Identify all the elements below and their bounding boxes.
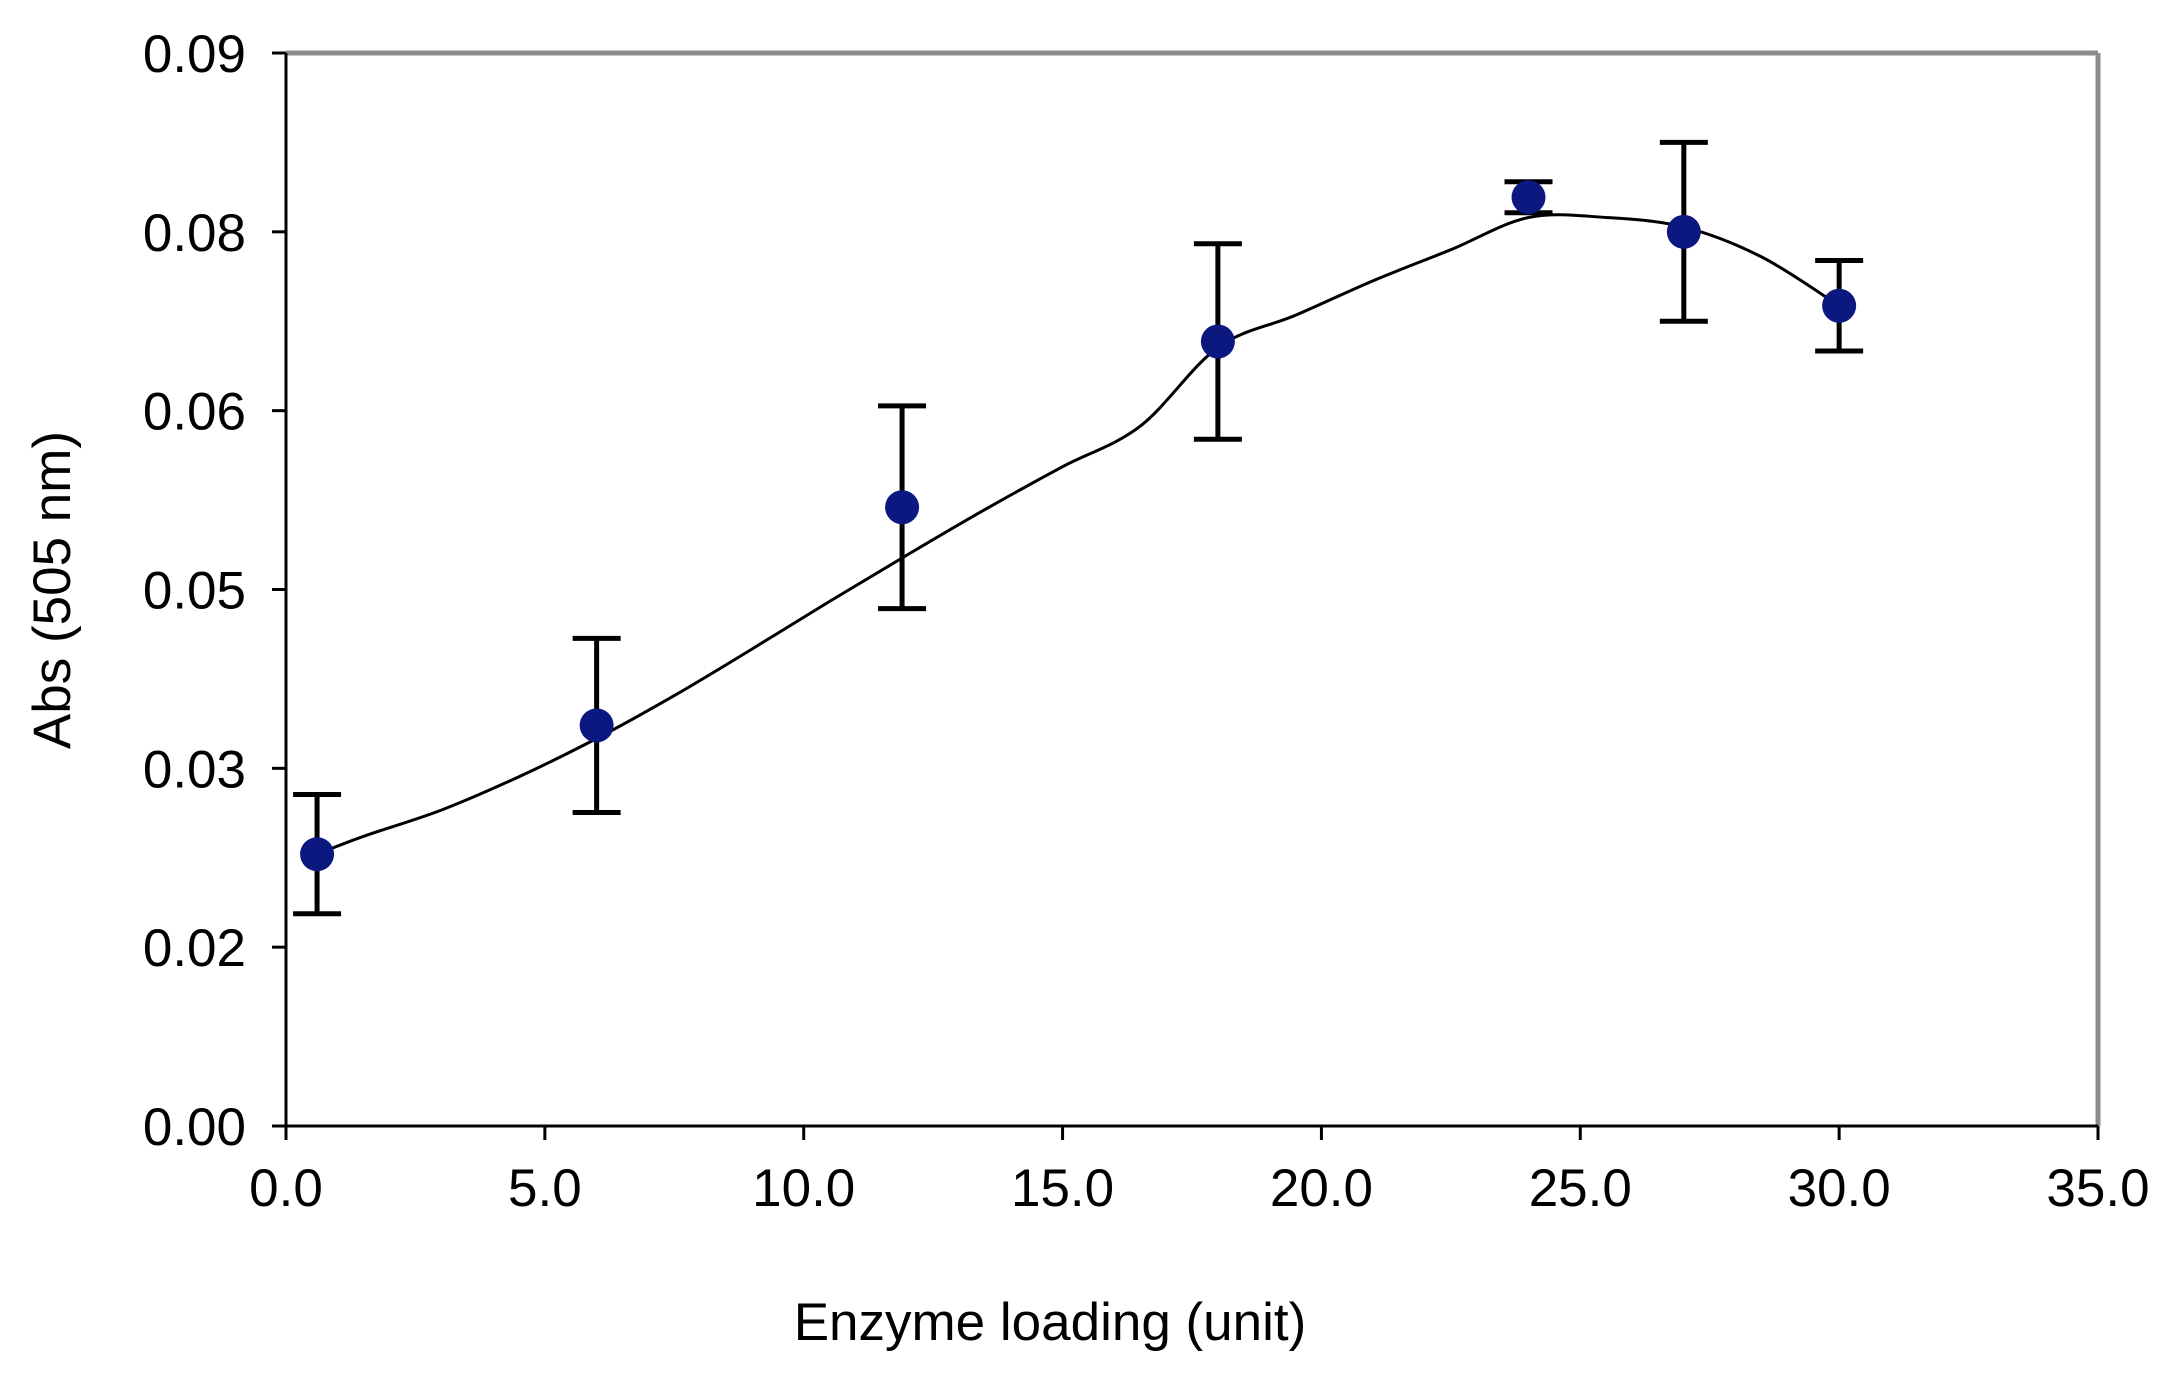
x-tick-label: 5.0: [508, 1159, 582, 1218]
data-point: [579, 708, 614, 743]
error-bars: [293, 139, 1864, 917]
y-tick-label: 0.03: [143, 740, 246, 799]
axes: [272, 51, 2100, 1140]
data-point: [1200, 324, 1235, 359]
y-tick-label: 0.00: [143, 1098, 246, 1157]
data-point: [885, 490, 920, 525]
x-tick-label: 15.0: [1011, 1159, 1114, 1218]
x-tick-label: 10.0: [752, 1159, 855, 1218]
y-tick-label: 0.05: [143, 562, 246, 621]
trendline-path: [316, 213, 1840, 856]
trendline: [316, 213, 1840, 856]
data-point: [1822, 288, 1857, 323]
plot-frame: [286, 50, 2101, 1126]
x-tick-label: 25.0: [1529, 1159, 1632, 1218]
y-tick-label: 0.09: [143, 25, 246, 84]
x-tick-label: 0.0: [249, 1159, 323, 1218]
x-axis-title: Enzyme loading (unit): [794, 1293, 1307, 1352]
y-axis-title: Abs (505 nm): [23, 431, 82, 749]
x-tick-label: 30.0: [1788, 1159, 1891, 1218]
data-point: [1666, 214, 1701, 249]
x-tick-label: 35.0: [2046, 1159, 2149, 1218]
y-tick-label: 0.06: [143, 383, 246, 442]
tick-labels: 0.0 5.0 10.0 15.0 20.0 25.0 30.0 35.0 0.00 0.02 0.…: [143, 25, 2150, 1218]
y-tick-label: 0.02: [143, 919, 246, 978]
data-point: [300, 837, 335, 872]
x-tick-label: 20.0: [1270, 1159, 1373, 1218]
data-point: [1511, 180, 1546, 215]
y-tick-label: 0.08: [143, 204, 246, 263]
data-points: [300, 180, 1857, 872]
